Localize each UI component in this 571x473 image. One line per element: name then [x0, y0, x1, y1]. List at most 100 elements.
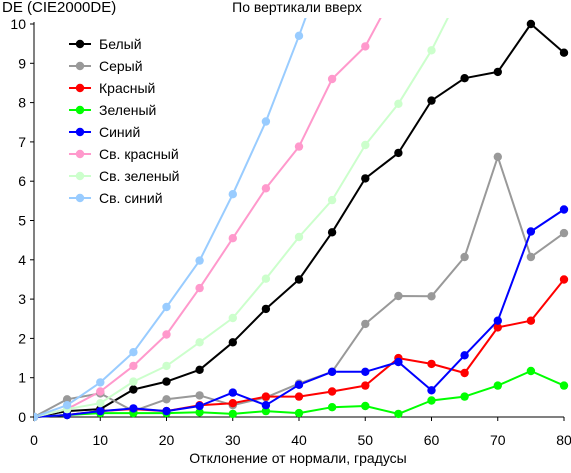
data-point — [294, 275, 304, 284]
data-point — [96, 378, 105, 387]
data-point — [96, 387, 105, 396]
series-group — [34, 18, 569, 422]
y-tick-label: 1 — [18, 370, 26, 386]
data-point — [162, 361, 171, 371]
data-point — [361, 381, 370, 390]
data-point — [129, 348, 138, 357]
data-point — [261, 117, 271, 126]
data-point — [195, 408, 204, 417]
data-point — [460, 368, 469, 378]
x-tick-label: 30 — [225, 432, 241, 448]
data-point — [394, 409, 403, 419]
data-point — [526, 366, 536, 376]
data-point — [96, 399, 105, 408]
legend-marker — [75, 39, 85, 49]
data-point — [394, 148, 403, 158]
data-point — [460, 351, 469, 360]
data-point — [129, 385, 138, 394]
data-point — [427, 96, 436, 105]
legend-marker — [75, 61, 85, 71]
data-point — [261, 304, 271, 314]
data-point — [559, 275, 569, 284]
x-tick-label: 60 — [424, 432, 440, 448]
data-point — [96, 406, 105, 416]
data-point — [559, 205, 569, 214]
data-point — [361, 401, 370, 411]
data-point — [327, 74, 337, 84]
legend-label: Зеленый — [99, 102, 156, 118]
data-point — [228, 399, 237, 408]
data-point — [493, 316, 502, 325]
data-point — [327, 387, 337, 396]
data-point — [361, 42, 370, 51]
legend-marker — [75, 83, 85, 93]
data-point — [361, 174, 370, 183]
data-point — [559, 228, 569, 238]
legend-label: Синий — [99, 124, 140, 140]
data-point — [228, 313, 237, 323]
data-point — [162, 395, 171, 404]
data-point — [526, 19, 536, 29]
data-point — [261, 184, 271, 193]
data-point — [195, 391, 204, 400]
data-point — [195, 401, 204, 411]
data-point — [261, 406, 271, 416]
data-point — [559, 48, 569, 57]
data-point — [559, 381, 569, 390]
data-point — [62, 410, 72, 420]
data-point — [526, 227, 536, 236]
data-point — [526, 252, 536, 262]
x-axis-label: Отклонение от нормали, градусы — [189, 450, 406, 466]
data-point — [327, 195, 337, 205]
series-line — [34, 18, 382, 418]
data-point — [493, 152, 502, 161]
y-tick-label: 9 — [18, 55, 26, 71]
data-point — [129, 377, 138, 386]
y-tick-label: 4 — [18, 252, 26, 268]
data-point — [294, 232, 304, 242]
legend-label: Белый — [99, 36, 142, 52]
data-point — [62, 401, 72, 410]
data-point — [361, 140, 370, 150]
x-tick-label: 40 — [291, 432, 307, 448]
legend-label: Св. зеленый — [99, 168, 179, 184]
data-point — [34, 412, 39, 422]
legend-marker — [75, 105, 85, 115]
data-point — [195, 283, 204, 293]
data-point — [62, 395, 72, 404]
data-point — [294, 31, 304, 40]
x-tick-label: 80 — [556, 432, 571, 448]
data-point — [129, 361, 138, 371]
x-tick-label: 0 — [30, 432, 38, 448]
data-point — [427, 46, 436, 55]
data-point — [228, 409, 237, 419]
legend-marker — [75, 193, 85, 203]
data-point — [294, 408, 304, 418]
data-point — [460, 392, 469, 401]
data-point — [261, 392, 271, 401]
data-point — [427, 292, 436, 301]
data-point — [294, 380, 304, 389]
data-point — [195, 365, 204, 374]
data-point — [394, 357, 403, 367]
x-tick-label: 70 — [490, 432, 506, 448]
data-point — [195, 338, 204, 347]
data-point — [327, 228, 337, 237]
legend-marker — [75, 127, 85, 137]
data-point — [162, 377, 171, 386]
data-point — [493, 381, 502, 390]
legend-label: Красный — [99, 80, 155, 96]
data-point — [261, 401, 271, 410]
chart-title: По вертикали вверх — [232, 0, 362, 15]
data-point — [129, 404, 138, 413]
y-tick-label: 0 — [18, 409, 26, 425]
data-point — [228, 388, 237, 397]
data-point — [294, 392, 304, 401]
data-point — [327, 403, 337, 412]
data-point — [427, 386, 436, 395]
legend-marker — [75, 149, 85, 159]
data-point — [361, 319, 370, 329]
data-point — [427, 359, 436, 369]
